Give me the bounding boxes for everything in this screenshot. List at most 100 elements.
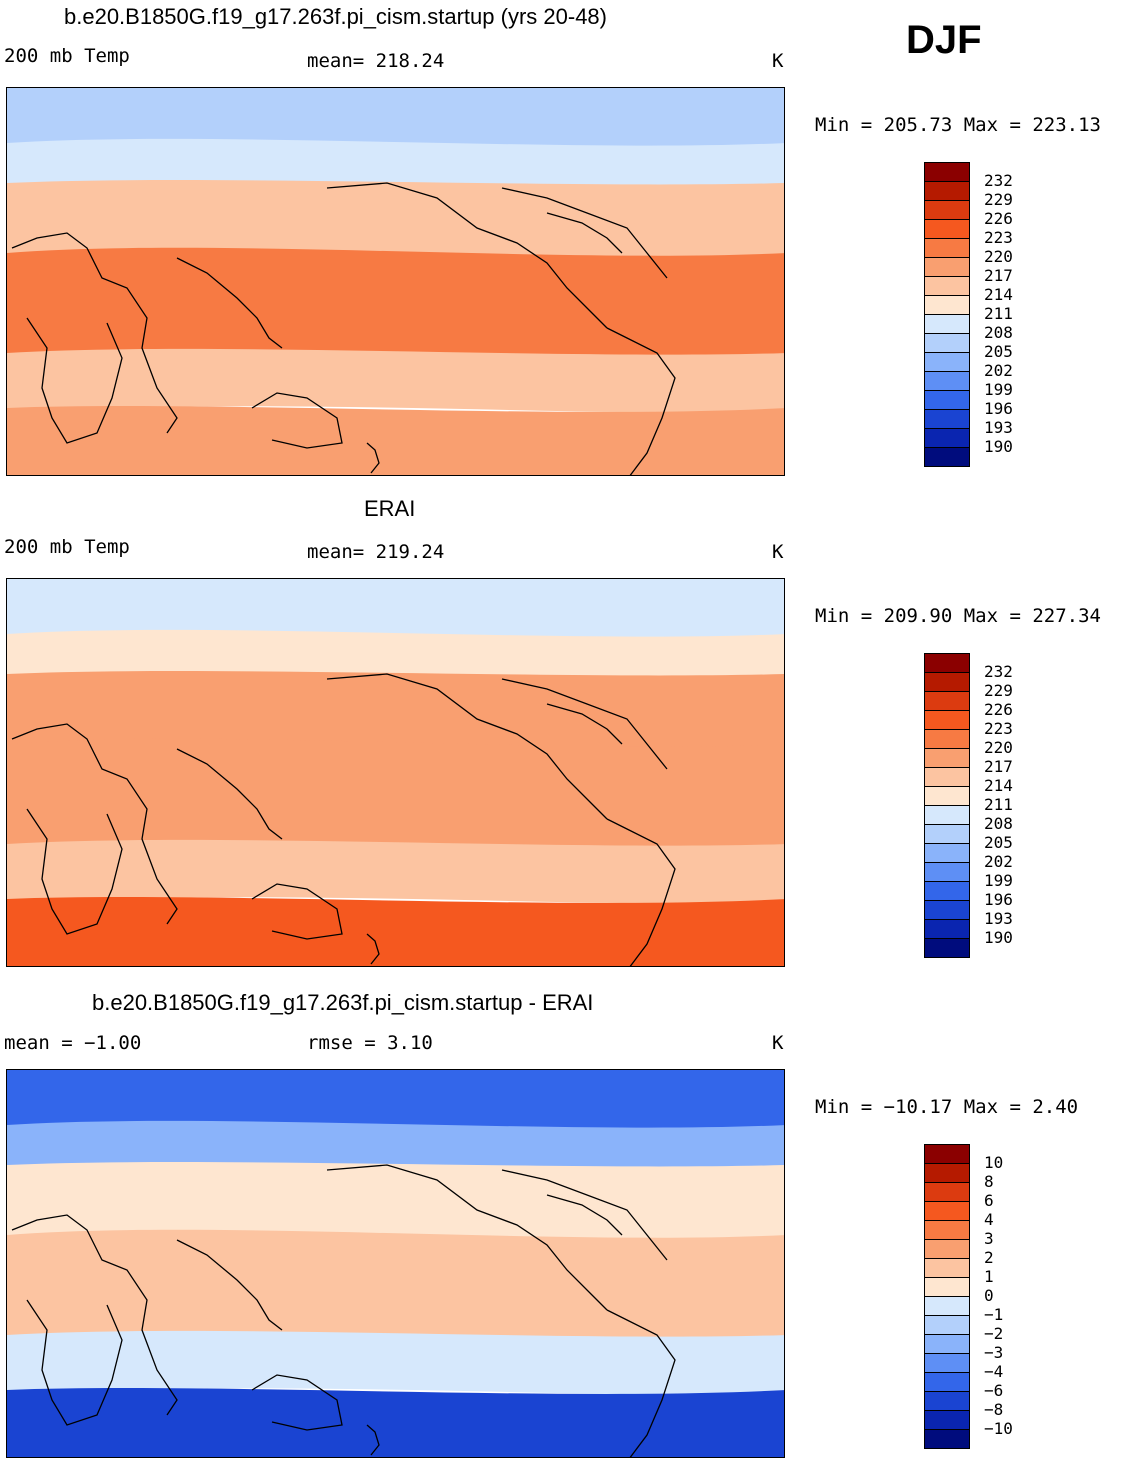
colorbar [924, 1144, 970, 1449]
contour-band-polar-n [7, 579, 784, 640]
colorbar-tick-label: 229 [984, 681, 1013, 700]
coastline [546, 212, 623, 254]
colorbar-tick-label: 208 [984, 814, 1013, 833]
colorbar-tick-label: 226 [984, 209, 1013, 228]
colorbar-tick-label: 199 [984, 380, 1013, 399]
contour-band-tropics [7, 738, 784, 851]
colorbar-swatch [924, 824, 970, 843]
colorbar-swatch [924, 748, 970, 767]
colorbar-swatch [924, 767, 970, 786]
coastline [501, 187, 668, 279]
colorbar-swatch [924, 1315, 970, 1334]
colorbar-tick-label: 226 [984, 700, 1013, 719]
coastline [251, 392, 343, 449]
colorbar-tick-label: −3 [984, 1343, 1004, 1362]
colorbar-swatch [924, 371, 970, 390]
colorbar-tick-label: 211 [984, 795, 1013, 814]
colorbar-tick-label: −6 [984, 1381, 1004, 1400]
colorbar-swatch [924, 1201, 970, 1220]
colorbar-tick-label: 217 [984, 266, 1013, 285]
colorbar-tick-label: 190 [984, 928, 1013, 947]
colorbar-swatch [924, 181, 970, 200]
colorbar-swatch [924, 333, 970, 352]
colorbar-tick-label: 190 [984, 437, 1013, 456]
colorbar-tick-label: 1 [984, 1267, 994, 1286]
units-label: K [772, 541, 784, 563]
colorbar-tick-label: 208 [984, 323, 1013, 342]
coastline [366, 1424, 380, 1456]
colorbar-tick-label: 220 [984, 738, 1013, 757]
colorbar-tick-label: 193 [984, 418, 1013, 437]
colorbar-tick-label: 223 [984, 228, 1013, 247]
colorbar-tick-label: 196 [984, 890, 1013, 909]
colorbar-swatch [924, 672, 970, 691]
colorbar-tick-label: −8 [984, 1400, 1004, 1419]
contour-band-subpolar-n [7, 629, 784, 681]
colorbar-swatch [924, 1429, 970, 1449]
colorbar-swatch [924, 314, 970, 333]
colorbar-tick-label: 214 [984, 285, 1013, 304]
colorbar-swatch [924, 1334, 970, 1353]
colorbar-tick-label: 6 [984, 1191, 994, 1210]
contour-band-polar-n [7, 1070, 784, 1131]
units-label: K [772, 50, 784, 72]
colorbar-tick-label: 211 [984, 304, 1013, 323]
colorbar-swatch [924, 653, 970, 672]
colorbar-swatch [924, 1144, 970, 1163]
colorbar-swatch [924, 200, 970, 219]
colorbar-swatch [924, 257, 970, 276]
colorbar [924, 162, 970, 467]
colorbar-tick-label: 229 [984, 190, 1013, 209]
colorbar-tick-label: 217 [984, 757, 1013, 776]
colorbar-swatch [924, 238, 970, 257]
contour-band-tropics [7, 247, 784, 360]
colorbar-tick-label: 205 [984, 342, 1013, 361]
coastline [11, 1214, 178, 1416]
coastline [546, 1194, 623, 1236]
colorbar-tick-label: 3 [984, 1229, 994, 1248]
coastline [26, 1299, 123, 1426]
colorbar-tick-label: 2 [984, 1248, 994, 1267]
colorbar-tick-label: 8 [984, 1172, 994, 1191]
contour-band-subpolar-n [7, 138, 784, 190]
map-plot [6, 87, 785, 476]
colorbar-swatch [924, 428, 970, 447]
colorbar-tick-label: 232 [984, 662, 1013, 681]
panel-title: b.e20.B1850G.f19_g17.263f.pi_cism.startu… [64, 4, 607, 29]
contour-band-subpolar-s [7, 897, 784, 966]
variable-label: 200 mb Temp [4, 536, 130, 558]
coastline [11, 232, 178, 434]
colorbar-tick-label: −10 [984, 1419, 1013, 1438]
colorbar-swatch [924, 352, 970, 371]
coastline [26, 808, 123, 935]
colorbar-swatch [924, 919, 970, 938]
coastline [11, 723, 178, 925]
colorbar-tick-label: −2 [984, 1324, 1004, 1343]
contour-band-subpolar-n [7, 1120, 784, 1172]
colorbar-swatch [924, 447, 970, 467]
min-max-label: Min = 205.73 Max = 223.13 [815, 114, 1101, 136]
coastline [26, 317, 123, 444]
coastline [176, 257, 283, 349]
colorbar-tick-label: 202 [984, 361, 1013, 380]
coastline [606, 818, 676, 966]
colorbar-swatch [924, 862, 970, 881]
panel-title: b.e20.B1850G.f19_g17.263f.pi_cism.startu… [92, 990, 594, 1015]
colorbar-swatch [924, 710, 970, 729]
contour-band-mid-s [7, 1330, 784, 1397]
min-max-label: Min = −10.17 Max = 2.40 [815, 1096, 1079, 1118]
contour-band-subpolar-s [7, 1388, 784, 1457]
colorbar-swatch [924, 881, 970, 900]
colorbar-tick-label: 223 [984, 719, 1013, 738]
coastline [251, 1374, 343, 1431]
coastline [251, 883, 343, 940]
colorbar-swatch [924, 1258, 970, 1277]
colorbar-swatch [924, 276, 970, 295]
coastline [326, 1164, 608, 1311]
contour-band-mid-s [7, 839, 784, 906]
colorbar-swatch [924, 1353, 970, 1372]
mean-label: mean = −1.00 [4, 1032, 142, 1054]
panel-title: ERAI [364, 496, 416, 521]
colorbar-tick-label: 220 [984, 247, 1013, 266]
contour-band-mid-n [7, 1162, 784, 1241]
